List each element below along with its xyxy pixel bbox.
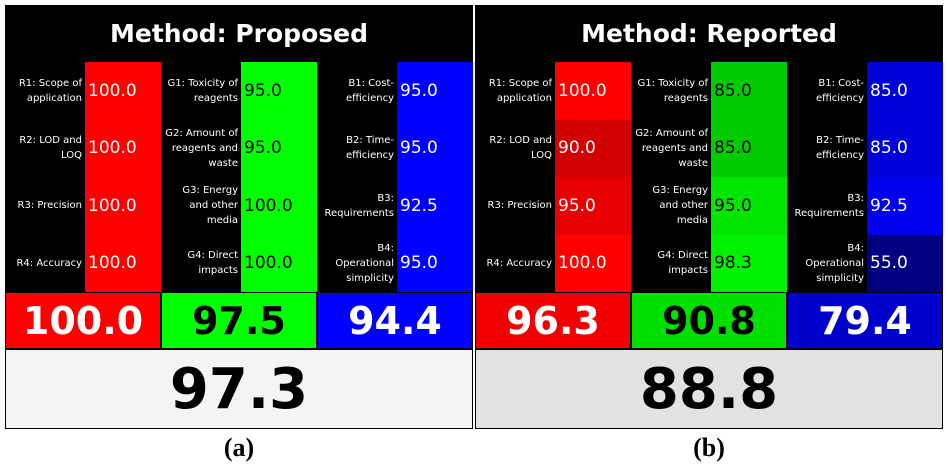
criterion-value: 90.0 xyxy=(555,119,631,177)
panel-caption: (b) xyxy=(693,433,725,462)
criterion-value: 85.0 xyxy=(711,119,787,177)
criterion-label: G4: Direct impacts xyxy=(631,234,711,292)
panel-title: Method: Reported xyxy=(475,5,943,62)
criterion-value: 55.0 xyxy=(867,234,943,292)
criterion-label: B2: Time-efficiency xyxy=(787,119,867,177)
group-score: 100.0 xyxy=(5,292,161,349)
criterion-value: 100.0 xyxy=(555,62,631,120)
group-score: 90.8 xyxy=(631,292,787,349)
criterion-value: 100.0 xyxy=(555,234,631,292)
criterion-label: B1: Cost-efficiency xyxy=(317,62,397,120)
criterion-label: B4: Operational simplicity xyxy=(317,234,397,292)
criterion-value: 95.0 xyxy=(241,119,317,177)
criterion-label: G3: Energy and other media xyxy=(161,177,241,235)
criterion-value: 92.5 xyxy=(397,177,473,235)
criterion-value: 85.0 xyxy=(711,62,787,120)
criterion-label: B2: Time-efficiency xyxy=(317,119,397,177)
criterion-label: R4: Accuracy xyxy=(5,234,85,292)
group-score: 96.3 xyxy=(475,292,631,349)
criterion-value: 95.0 xyxy=(711,177,787,235)
criterion-label: R1: Scope of application xyxy=(5,62,85,120)
criterion-label: B1: Cost-efficiency xyxy=(787,62,867,120)
criterion-label: B4: Operational simplicity xyxy=(787,234,867,292)
criterion-value: 95.0 xyxy=(397,62,473,120)
criterion-label: R3: Precision xyxy=(475,177,555,235)
criterion-label: G1: Toxicity of reagents xyxy=(161,62,241,120)
group-score: 97.5 xyxy=(161,292,317,349)
criterion-label: G3: Energy and other media xyxy=(631,177,711,235)
panel-title: Method: Proposed xyxy=(5,5,473,62)
criterion-value: 100.0 xyxy=(85,234,161,292)
criterion-value: 95.0 xyxy=(241,62,317,120)
criterion-value: 100.0 xyxy=(85,177,161,235)
panel-caption: (a) xyxy=(223,433,255,462)
criterion-value: 92.5 xyxy=(867,177,943,235)
criterion-value: 95.0 xyxy=(555,177,631,235)
criterion-value: 85.0 xyxy=(867,62,943,120)
criterion-label: G2: Amount of reagents and waste xyxy=(631,119,711,177)
criterion-value: 95.0 xyxy=(397,234,473,292)
group-score: 94.4 xyxy=(317,292,473,349)
criterion-value: 100.0 xyxy=(241,234,317,292)
group-score: 79.4 xyxy=(787,292,943,349)
criterion-label: G2: Amount of reagents and waste xyxy=(161,119,241,177)
criterion-value: 100.0 xyxy=(85,62,161,120)
criterion-label: R2: LOD and LOQ xyxy=(475,119,555,177)
criterion-value: 100.0 xyxy=(85,119,161,177)
criterion-label: B3: Requirements xyxy=(787,177,867,235)
criterion-label: R1: Scope of application xyxy=(475,62,555,120)
criterion-label: R2: LOD and LOQ xyxy=(5,119,85,177)
criterion-value: 95.0 xyxy=(397,119,473,177)
criterion-label: G1: Toxicity of reagents xyxy=(631,62,711,120)
criterion-value: 85.0 xyxy=(867,119,943,177)
criterion-value: 100.0 xyxy=(241,177,317,235)
criterion-value: 98.3 xyxy=(711,234,787,292)
overall-score: 88.8 xyxy=(475,349,943,429)
criterion-label: G4: Direct impacts xyxy=(161,234,241,292)
criterion-label: R4: Accuracy xyxy=(475,234,555,292)
criterion-label: B3: Requirements xyxy=(317,177,397,235)
criterion-label: R3: Precision xyxy=(5,177,85,235)
overall-score: 97.3 xyxy=(5,349,473,429)
